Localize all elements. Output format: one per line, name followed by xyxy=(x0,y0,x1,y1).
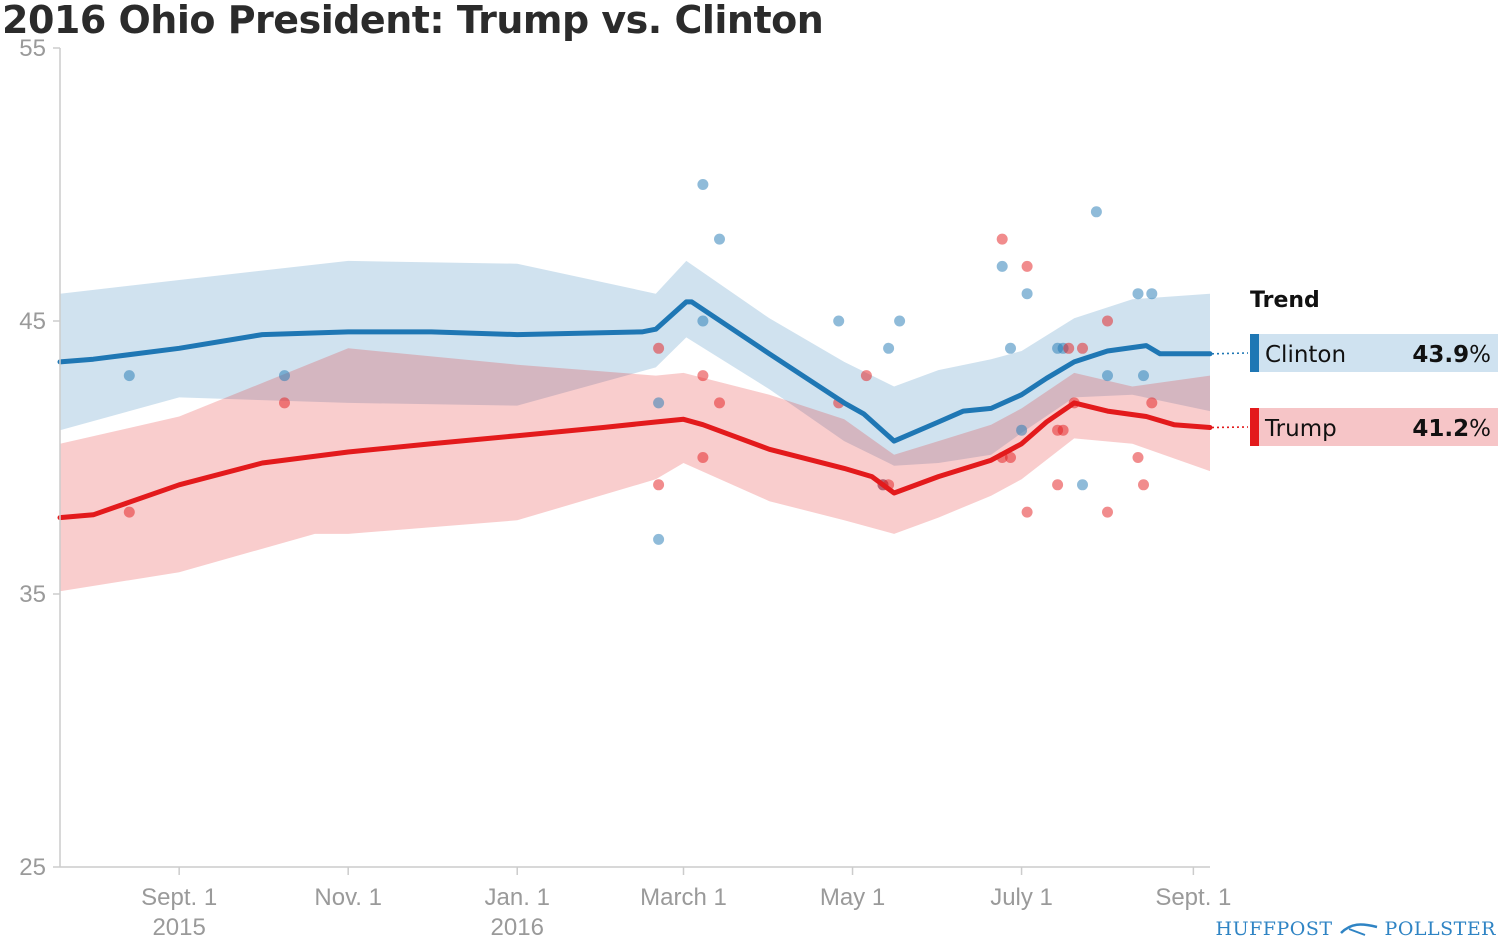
x-tick-label: March 1 xyxy=(640,884,727,911)
trump-legend-connector xyxy=(1211,426,1249,429)
x-tick-label: Jan. 1 xyxy=(485,884,550,911)
trump-poll-point xyxy=(123,506,135,518)
clinton-legend-connector xyxy=(1211,352,1249,355)
trump-poll-point xyxy=(1102,315,1113,327)
poll-points xyxy=(123,179,1158,545)
x-tick-label: Sept. 1 xyxy=(141,884,217,911)
clinton-poll-point xyxy=(123,370,135,382)
clinton-poll-point xyxy=(697,315,709,327)
clinton-poll-point xyxy=(1021,288,1033,300)
x-tick-label: July 1 xyxy=(990,884,1053,911)
clinton-poll-point xyxy=(996,260,1008,272)
clinton-poll-point xyxy=(1102,370,1113,382)
clinton-legend-name: Clinton xyxy=(1265,342,1346,368)
clinton-poll-point xyxy=(279,370,290,382)
trump-poll-point xyxy=(1077,342,1088,354)
clinton-confidence-band xyxy=(60,260,1210,466)
y-tick-label: 25 xyxy=(19,854,46,881)
clinton-poll-point xyxy=(1090,206,1102,218)
clinton-poll-point xyxy=(697,179,709,190)
trump-poll-point xyxy=(697,452,709,463)
clinton-poll-point xyxy=(1005,342,1016,354)
clinton-poll-point xyxy=(1132,288,1144,300)
clinton-poll-point xyxy=(883,342,895,354)
y-tick-label: 55 xyxy=(19,35,46,62)
x-tick-year-label: 2016 xyxy=(491,914,544,941)
brand-huffpost: HUFFPOST xyxy=(1215,918,1333,940)
x-tick-year-label: 2015 xyxy=(152,914,205,941)
trump-legend-name: Trump xyxy=(1264,416,1337,442)
trump-poll-point xyxy=(1021,260,1033,272)
trump-poll-point xyxy=(1132,452,1144,463)
trump-poll-point xyxy=(860,370,872,382)
trump-poll-point xyxy=(1052,479,1064,491)
clinton-poll-point xyxy=(653,533,665,545)
clinton-poll-point xyxy=(1146,288,1158,300)
trump-trend-line xyxy=(57,400,1213,521)
trump-confidence-band xyxy=(60,348,1210,592)
trump-poll-point xyxy=(1102,506,1113,518)
clinton-poll-point xyxy=(1138,370,1149,382)
trump-poll-point xyxy=(279,397,290,409)
x-tick-label: May 1 xyxy=(820,884,885,911)
trump-legend-swatch xyxy=(1250,408,1259,446)
y-tick-label: 35 xyxy=(19,581,46,608)
clinton-poll-point xyxy=(894,315,906,327)
trump-poll-point xyxy=(996,233,1008,245)
trend-lines xyxy=(57,299,1213,521)
trump-legend-value: 41.2% xyxy=(1412,416,1491,442)
clinton-legend-box xyxy=(1250,334,1498,372)
trump-poll-point xyxy=(714,397,725,409)
chart-title: 2016 Ohio President: Trump vs. Clinton xyxy=(2,0,824,42)
trump-poll-point xyxy=(1005,452,1016,463)
trump-poll-point xyxy=(1057,424,1069,436)
x-tick-label: Nov. 1 xyxy=(314,884,382,911)
clinton-legend-swatch xyxy=(1250,334,1259,372)
clinton-poll-point xyxy=(714,233,725,245)
confidence-bands xyxy=(60,260,1210,592)
trump-legend-box xyxy=(1250,408,1498,446)
huffpost-pollster-logo: HUFFPOST POLLSTER xyxy=(1216,918,1496,940)
y-tick-label: 45 xyxy=(19,308,46,335)
clinton-poll-point xyxy=(1016,424,1028,436)
trump-poll-point xyxy=(1021,506,1033,518)
axes: 55 45 35 25 Sept. 1 2015 Nov. 1 Jan. 1 2016 March… xyxy=(19,35,1231,941)
brand-pollster: POLLSTER xyxy=(1384,918,1496,940)
clinton-poll-point xyxy=(1077,479,1088,491)
clinton-legend-value: 43.9% xyxy=(1412,342,1491,368)
trump-poll-point xyxy=(653,479,665,491)
clinton-poll-point xyxy=(653,397,665,409)
clinton-poll-point xyxy=(833,315,845,327)
trump-poll-point xyxy=(697,370,709,382)
trump-poll-point xyxy=(1146,397,1158,409)
legend-title: Trend xyxy=(1250,288,1320,313)
legend: Trend Clinton 43.9% Trump 41.2% xyxy=(1211,288,1498,446)
trump-poll-point xyxy=(1063,342,1075,354)
x-tick-label: Sept. 1 xyxy=(1155,884,1231,911)
clinton-trend-line xyxy=(57,299,1213,444)
trump-poll-point xyxy=(1138,479,1149,491)
trump-poll-point xyxy=(653,342,665,354)
pollster-logo-icon xyxy=(1339,923,1377,936)
